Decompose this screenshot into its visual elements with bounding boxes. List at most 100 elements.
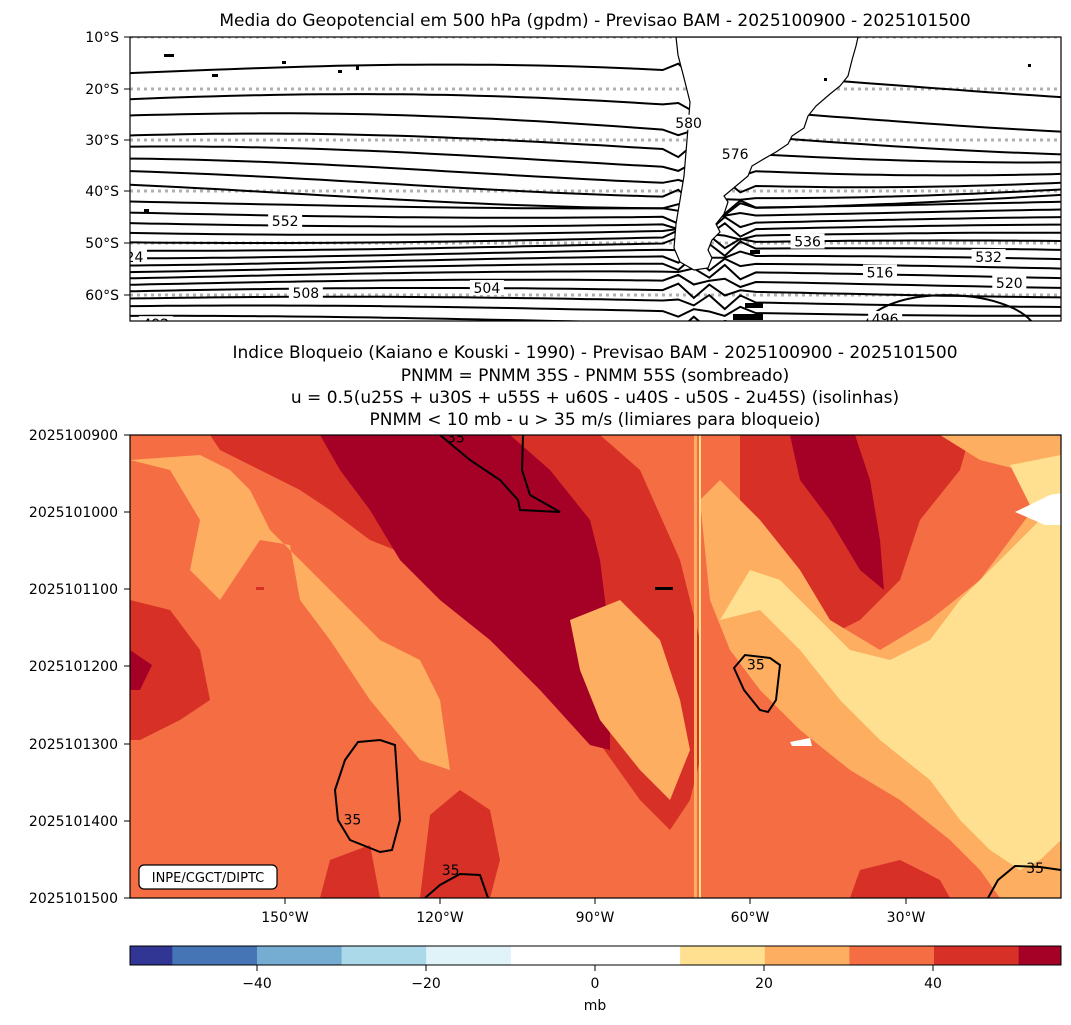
hov-x-axis: 150°W 120°W 90°W 60°W 30°W [261, 898, 925, 926]
colorbar-ticks: −40 −20 0 20 40 [242, 965, 942, 992]
geopotential-contour-line [130, 234, 1061, 252]
geopotential-contour-line [130, 132, 1061, 164]
colorbar-segment [510, 946, 596, 965]
hovmoller-plot: 35 35 35 35 35 INPE/CGCT/DIPTC [130, 431, 1061, 898]
hov-ytick-label: 2025100900 [29, 428, 118, 444]
geopotential-contour-line [130, 183, 1061, 217]
map-ytick-label: 50°S [85, 236, 119, 252]
map-contour-label: 496 [872, 312, 899, 328]
map-contour-label-bg [138, 316, 173, 321]
map-plot: 580 576 552 536 532 524 520 516 508 504 496 492 [117, 37, 1061, 333]
geopotential-contour-line [130, 170, 1061, 205]
south-america-coastline [673, 37, 859, 271]
hov-contour-label: 35 [442, 863, 460, 879]
isoline-top [439, 435, 561, 513]
geopotential-contour-line [130, 222, 1061, 238]
map-contour-label-bg [268, 212, 303, 228]
map-contour-label-bg [868, 311, 903, 321]
map-contour-label: 552 [272, 214, 299, 230]
geopotential-contour-line [130, 62, 1061, 99]
small-red-fragment [256, 587, 264, 590]
hov-title-line-2: PNMM = PNMM 35S - PNMM 55S (sombreado) [401, 366, 790, 386]
fill-0-10 [790, 493, 1061, 746]
geopotential-contour-line [130, 93, 1061, 133]
colorbar-segment [934, 946, 1020, 965]
hovmoller-title: Indice Bloqueio (Kaiano e Kouski - 1990)… [232, 343, 957, 430]
map-contour-label: 492 [142, 317, 169, 333]
hov-xtick-label: 150°W [261, 910, 309, 926]
geopotential-contour-line [130, 293, 1061, 311]
colorbar-tick-label: 40 [924, 976, 942, 992]
geopotential-contour-line [130, 157, 1061, 194]
hov-ytick-label: 2025101500 [29, 891, 118, 907]
geopotential-contour-line [130, 273, 1061, 289]
geopotential-contour-line [130, 282, 1061, 300]
isoline-center [732, 653, 782, 714]
hov-xtick-label: 30°W [887, 910, 926, 926]
colorbar-segment [849, 946, 935, 965]
hov-contour-labels: 35 35 35 35 35 [343, 431, 1044, 879]
map-contour-label-bg [671, 114, 706, 130]
map-ytick-label: 20°S [85, 82, 119, 98]
hov-xtick-label: 90°W [576, 910, 615, 926]
map-contour-label: 516 [867, 266, 894, 282]
map-ytick-label: 40°S [85, 184, 119, 200]
map-contour-label: 536 [794, 235, 821, 251]
map-contour-label: 508 [292, 286, 319, 302]
isoline-bottom [424, 872, 489, 898]
geopotential-contour-line [130, 304, 1061, 318]
map-contour-labels: 580 576 552 536 532 524 520 516 508 504 496 492 [117, 114, 1027, 333]
map-contour-label-bg [862, 264, 897, 280]
hov-y-axis: 2025100900 2025101000 2025101100 2025101… [29, 428, 130, 907]
hov-contour-label: 35 [343, 813, 361, 829]
map-title: Media do Geopotencial em 500 hPa (gpdm) … [219, 11, 970, 31]
colorbar-label: mb [584, 998, 607, 1014]
colorbar-segment [172, 946, 258, 965]
hov-title-line-4: PNMM < 10 mb - u > 35 m/s (limiares para… [370, 410, 821, 430]
colorbar-segment [341, 946, 427, 965]
colorbar-segment [1018, 946, 1062, 965]
map-contour-label: 524 [117, 250, 144, 266]
map-contour-label: 532 [975, 250, 1002, 266]
colorbar [130, 946, 1062, 965]
colorbar-segment [680, 946, 766, 965]
map-contour-label: 576 [722, 147, 749, 163]
map-frame [129, 36, 1062, 322]
map-contour-label-bg [992, 274, 1027, 290]
hov-ytick-label: 2025101300 [29, 737, 118, 753]
map-contour-label-bg [288, 285, 323, 301]
isoline-left [333, 738, 402, 854]
credit-box: INPE/CGCT/DIPTC [138, 864, 278, 890]
map-contour-label: 580 [675, 116, 702, 132]
geopotential-contour-line [130, 263, 1061, 281]
u-35-isolines [333, 435, 1061, 898]
hov-contour-label: 35 [1026, 861, 1044, 877]
colorbar-tick-label: 0 [591, 976, 600, 992]
geopotential-contour-line [130, 240, 1061, 260]
map-ytick-label: 30°S [85, 133, 119, 149]
fill-10-20 [720, 455, 1061, 870]
hov-contour-label: 35 [447, 431, 465, 447]
hov-title-line-3: u = 0.5(u25S + u30S + u55S + u60S - u40S… [291, 388, 899, 408]
map-contour-label-bg [469, 280, 504, 296]
geopotential-contour-line [130, 112, 1061, 156]
credit-text: INPE/CGCT/DIPTC [152, 871, 264, 886]
map-contour-label-bg [971, 249, 1006, 265]
colorbar-segment [426, 946, 512, 965]
hov-ytick-label: 2025101000 [29, 505, 118, 521]
map-y-axis: 10°S 20°S 30°S 40°S 50°S 60°S [85, 30, 130, 304]
map-contour-label: 520 [996, 276, 1023, 292]
colorbar-segment [257, 946, 343, 965]
map-contour-label-bg [130, 249, 147, 265]
colorbar-segment [130, 946, 173, 965]
colorbar-segment [595, 946, 681, 965]
small-contour-fragment [655, 587, 673, 590]
map-ytick-label: 60°S [85, 288, 119, 304]
colorbar-segment [764, 946, 850, 965]
hov-ytick-label: 2025101200 [29, 659, 118, 675]
geopotential-contour-line [130, 199, 1061, 215]
hov-ytick-label: 2025101400 [29, 814, 118, 830]
fill-50-plus [130, 435, 884, 750]
map-contour-label-bg [790, 233, 825, 249]
colorbar-tick-label: −40 [242, 976, 272, 992]
